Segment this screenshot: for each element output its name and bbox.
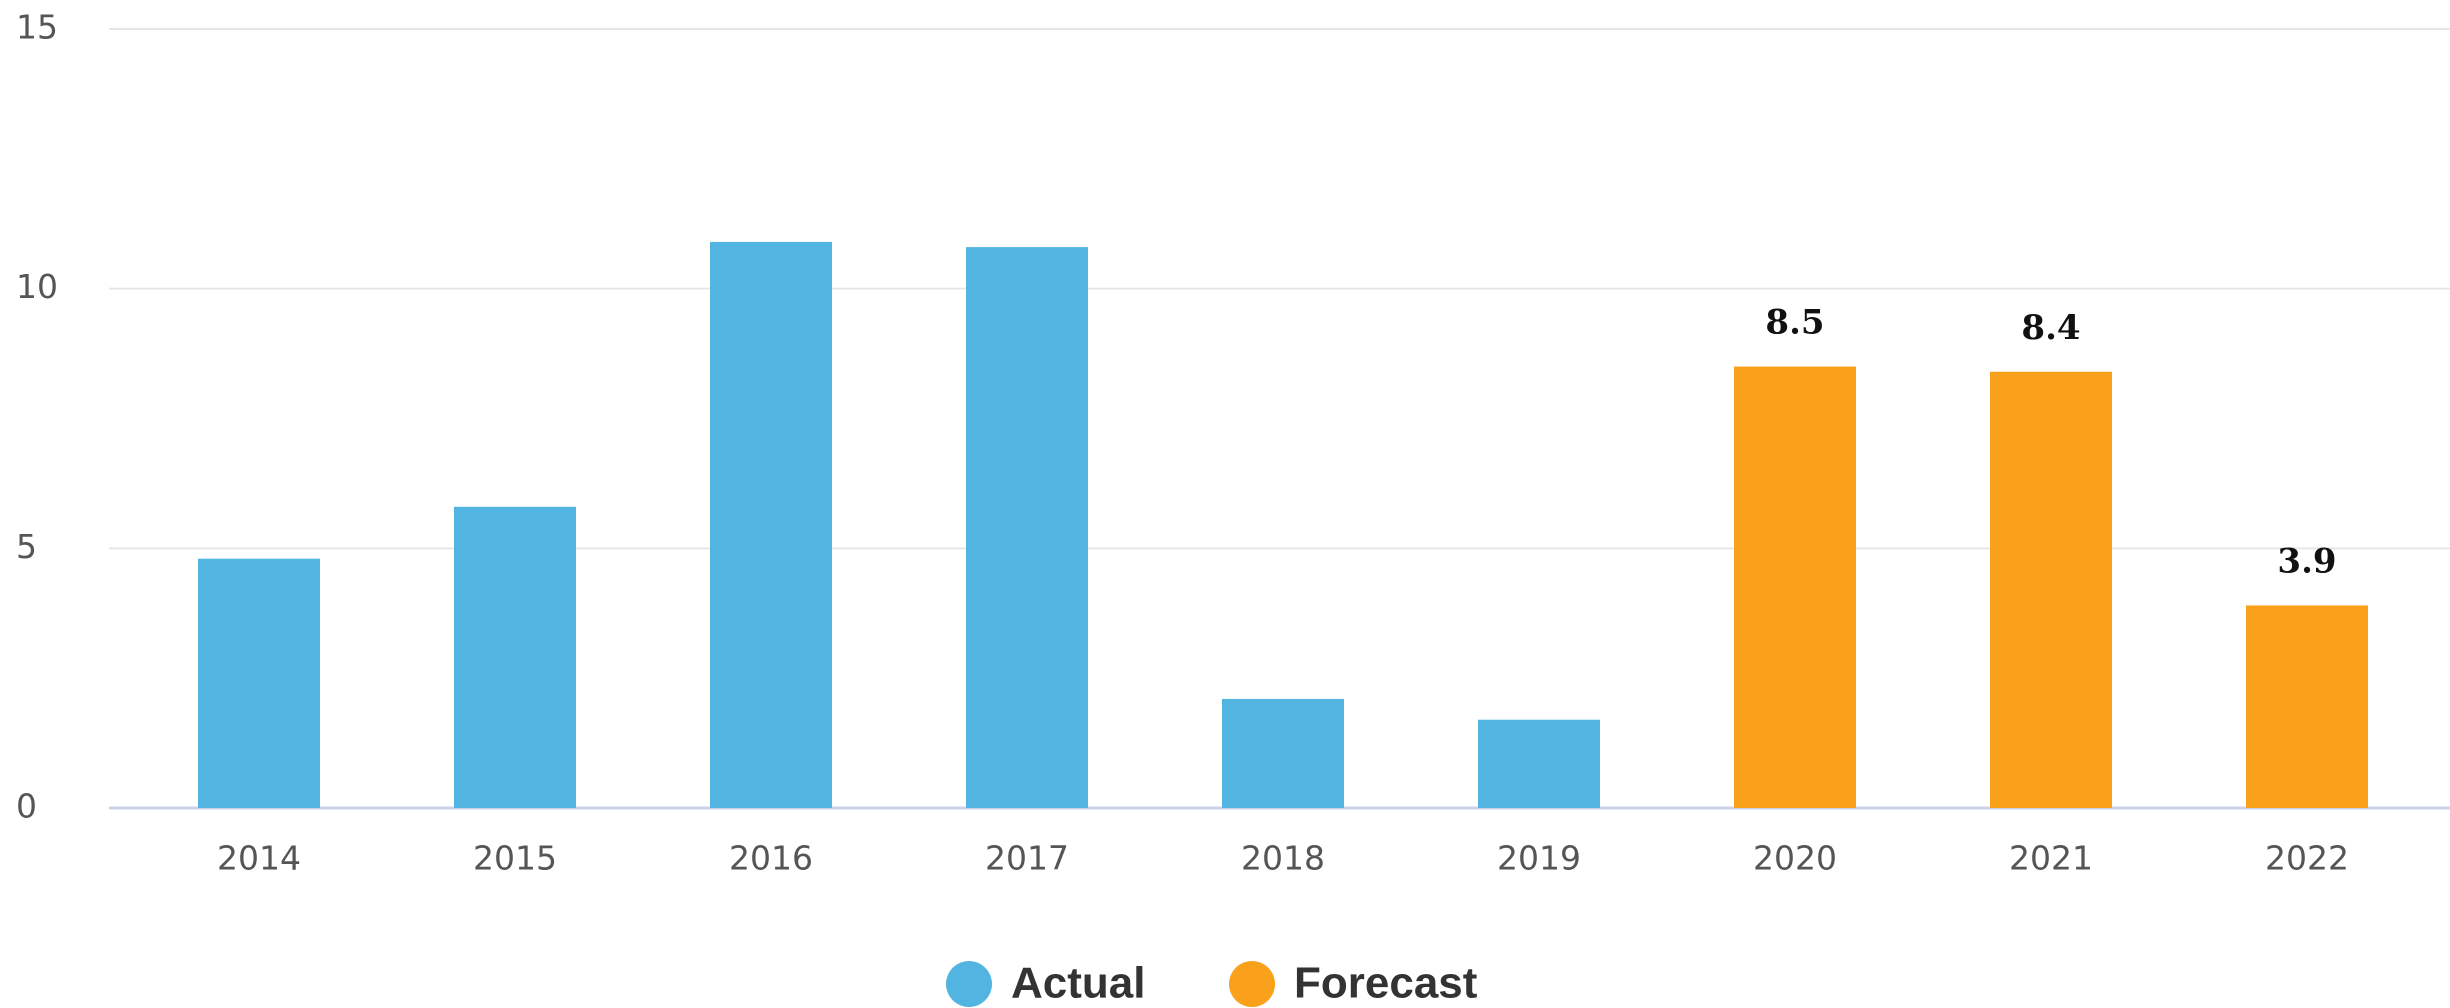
legend-label: Actual <box>1011 959 1145 1008</box>
legend-label: Forecast <box>1294 959 1478 1008</box>
x-tick-label: 2021 <box>2009 839 2093 878</box>
y-tick-label: 10 <box>16 267 58 306</box>
bar <box>1222 698 1344 808</box>
x-tick-label: 2020 <box>1753 839 1837 878</box>
bar <box>966 247 1088 808</box>
x-tick-label: 2015 <box>473 839 557 878</box>
bar <box>1734 366 1856 808</box>
data-label: 3.9 <box>2277 541 2336 581</box>
legend-marker <box>946 961 992 1007</box>
x-tick-label: 2016 <box>729 839 813 878</box>
bar <box>1478 719 1600 808</box>
data-label: 8.5 <box>1765 303 1824 343</box>
bar <box>2246 605 2368 808</box>
bar <box>710 241 832 809</box>
x-tick-label: 2018 <box>1241 839 1325 878</box>
bar <box>454 506 576 808</box>
y-tick-label: 5 <box>16 527 37 566</box>
x-tick-label: 2022 <box>2265 839 2349 878</box>
data-label: 8.4 <box>2021 308 2080 348</box>
x-tick-label: 2014 <box>217 839 301 878</box>
bar <box>1990 371 2112 808</box>
x-tick-label: 2017 <box>985 839 1069 878</box>
x-tick-label: 2019 <box>1497 839 1581 878</box>
y-tick-label: 0 <box>16 787 37 826</box>
legend-marker <box>1229 961 1275 1007</box>
y-tick-label: 15 <box>16 8 58 47</box>
bar <box>198 558 320 808</box>
